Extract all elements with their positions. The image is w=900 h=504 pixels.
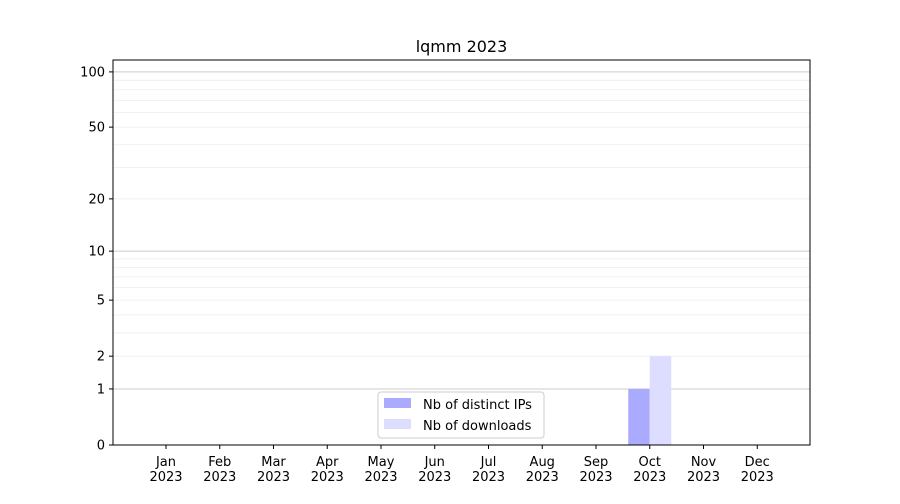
bar-downloads — [649, 356, 672, 445]
plot-frame — [112, 59, 811, 446]
legend: Nb of distinct IPs Nb of downloads — [377, 391, 545, 439]
y-tick-label: 50 — [88, 121, 105, 136]
bars — [628, 356, 672, 445]
x-axis: Jan 2023 Feb 2023 Mar 2023 Apr 2023 May 2023 Jun 20… — [149, 445, 774, 485]
x-tick-label: Mar 2023 — [257, 455, 290, 485]
x-tick-label: Feb 2023 — [203, 455, 236, 485]
y-tick-label: 100 — [80, 65, 105, 80]
y-tick-label: 2 — [97, 350, 105, 365]
x-tick-label: Nov 2023 — [687, 455, 720, 485]
y-tick-label: 20 — [88, 192, 105, 207]
bar-distinct-ips — [628, 388, 650, 445]
x-tick-label: Oct 2023 — [633, 455, 666, 485]
x-tick-label: Aug 2023 — [526, 455, 559, 485]
y-tick-label: 1 — [97, 382, 105, 397]
legend-swatch-downloads — [384, 419, 411, 429]
x-tick-label: Jun 2023 — [418, 455, 451, 485]
legend-label-ips: Nb of distinct IPs — [423, 398, 532, 413]
x-tick-label: Sep 2023 — [579, 455, 612, 485]
x-tick-label: Jul 2023 — [472, 455, 505, 485]
legend-label-downloads: Nb of downloads — [423, 419, 532, 434]
y-tick-label: 10 — [88, 245, 105, 260]
x-tick-label: May 2023 — [364, 455, 397, 485]
x-tick-label: Jan 2023 — [149, 455, 182, 485]
legend-swatch-ips — [384, 398, 411, 408]
chart-title: lqmm 2023 — [416, 37, 508, 56]
x-tick-label: Dec 2023 — [741, 455, 774, 485]
x-tick-label: Apr 2023 — [311, 455, 344, 485]
gridlines — [113, 71, 810, 390]
y-tick-label: 0 — [97, 439, 105, 454]
y-tick-label: 5 — [97, 294, 105, 309]
y-axis: 0 1 2 5 10 20 50 100 — [80, 65, 113, 454]
